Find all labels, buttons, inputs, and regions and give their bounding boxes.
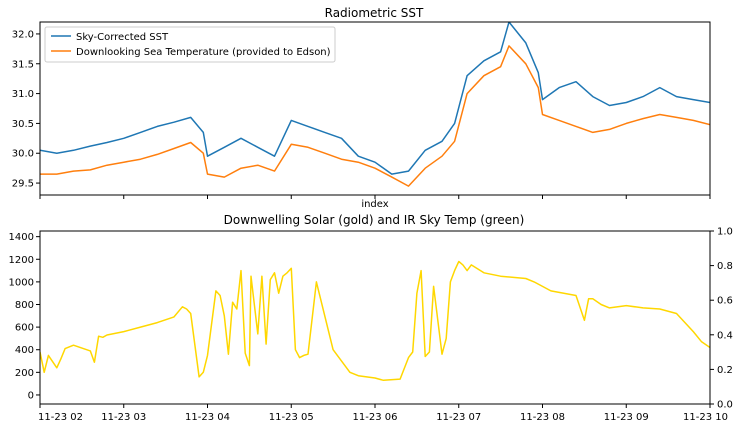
top-panel: Radiometric SST 29.5 30.0 30.5 31.0 31.5 32.0… [12,6,711,210]
bottom-x-tick-label: 11-23 08 [520,412,565,423]
top-y-tick-label: 31.5 [12,59,34,70]
bottom-x-tick-label: 11-23 05 [269,412,314,423]
bottom-x-tick-label: 11-23 02 [38,412,83,423]
top-x-axis [39,195,711,199]
bottom-y-tick-label: 400 [15,345,34,356]
top-y-tick-label: 29.5 [12,179,34,190]
bottom-chart-title: Downwelling Solar (gold) and IR Sky Temp… [224,213,525,227]
bottom-y-tick-label: 600 [15,323,34,334]
top-x-axis-label: index [361,199,388,210]
top-y-tick-label: 30.5 [12,119,34,130]
bottom-x-tick-label: 11-23 04 [185,412,230,423]
top-y-tick-label: 30.0 [12,149,34,160]
bottom-y-tick-label: 800 [15,300,34,311]
bottom-x-tick-label: 11-23 03 [101,412,146,423]
bottom-y2-axis: 0.0 0.2 0.4 0.6 0.8 1.0 [710,227,733,411]
legend: Sky-Corrected SST Downlooking Sea Temper… [44,26,336,63]
bottom-y-tick-label: 1200 [9,255,34,266]
bottom-series-group [40,260,710,382]
bottom-x-tick-label: 11-23 07 [436,412,481,423]
series-line-downwelling-solar [40,260,710,382]
top-y-tick-label: 31.0 [12,89,34,100]
bottom-x-tick-label: 11-23 06 [353,412,398,423]
bottom-y2-tick-label: 0.6 [717,296,733,307]
top-series-group [40,22,710,187]
bottom-y2-tick-label: 0.8 [717,261,733,272]
bottom-y2-tick-label: 0.2 [717,365,733,376]
bottom-y2-tick-label: 1.0 [717,227,733,238]
legend-label-downlooking: Downlooking Sea Temperature (provided to… [76,47,331,58]
bottom-y-tick-label: 0 [28,390,34,401]
legend-box [44,26,336,63]
bottom-x-tick-label: 11-23 09 [604,412,649,423]
top-y-tick-label: 32.0 [12,29,34,40]
bottom-y2-tick-label: 0.4 [717,330,733,341]
bottom-y-tick-label: 200 [15,368,34,379]
bottom-y2-tick-label: 0.0 [717,400,733,411]
series-line-downlooking-sea-temperature-provided-to-edson [40,45,710,187]
legend-label-sky-corrected: Sky-Corrected SST [76,32,169,43]
series-line-sky-corrected-sst [40,22,710,175]
bottom-y-axis: 0 200 400 600 800 1000 1200 1400 [9,232,40,401]
top-chart-title: Radiometric SST [325,6,424,20]
bottom-x-tick-label: 11-23 10 [683,412,728,423]
bottom-y-tick-label: 1000 [9,277,34,288]
bottom-x-axis: 11-23 02 11-23 03 11-23 04 11-23 05 11-23 06… [38,404,728,423]
bottom-y-tick-label: 1400 [9,232,34,243]
top-y-axis: 29.5 30.0 30.5 31.0 31.5 32.0 [12,29,40,190]
bottom-panel: Downwelling Solar (gold) and IR Sky Temp… [9,213,733,423]
